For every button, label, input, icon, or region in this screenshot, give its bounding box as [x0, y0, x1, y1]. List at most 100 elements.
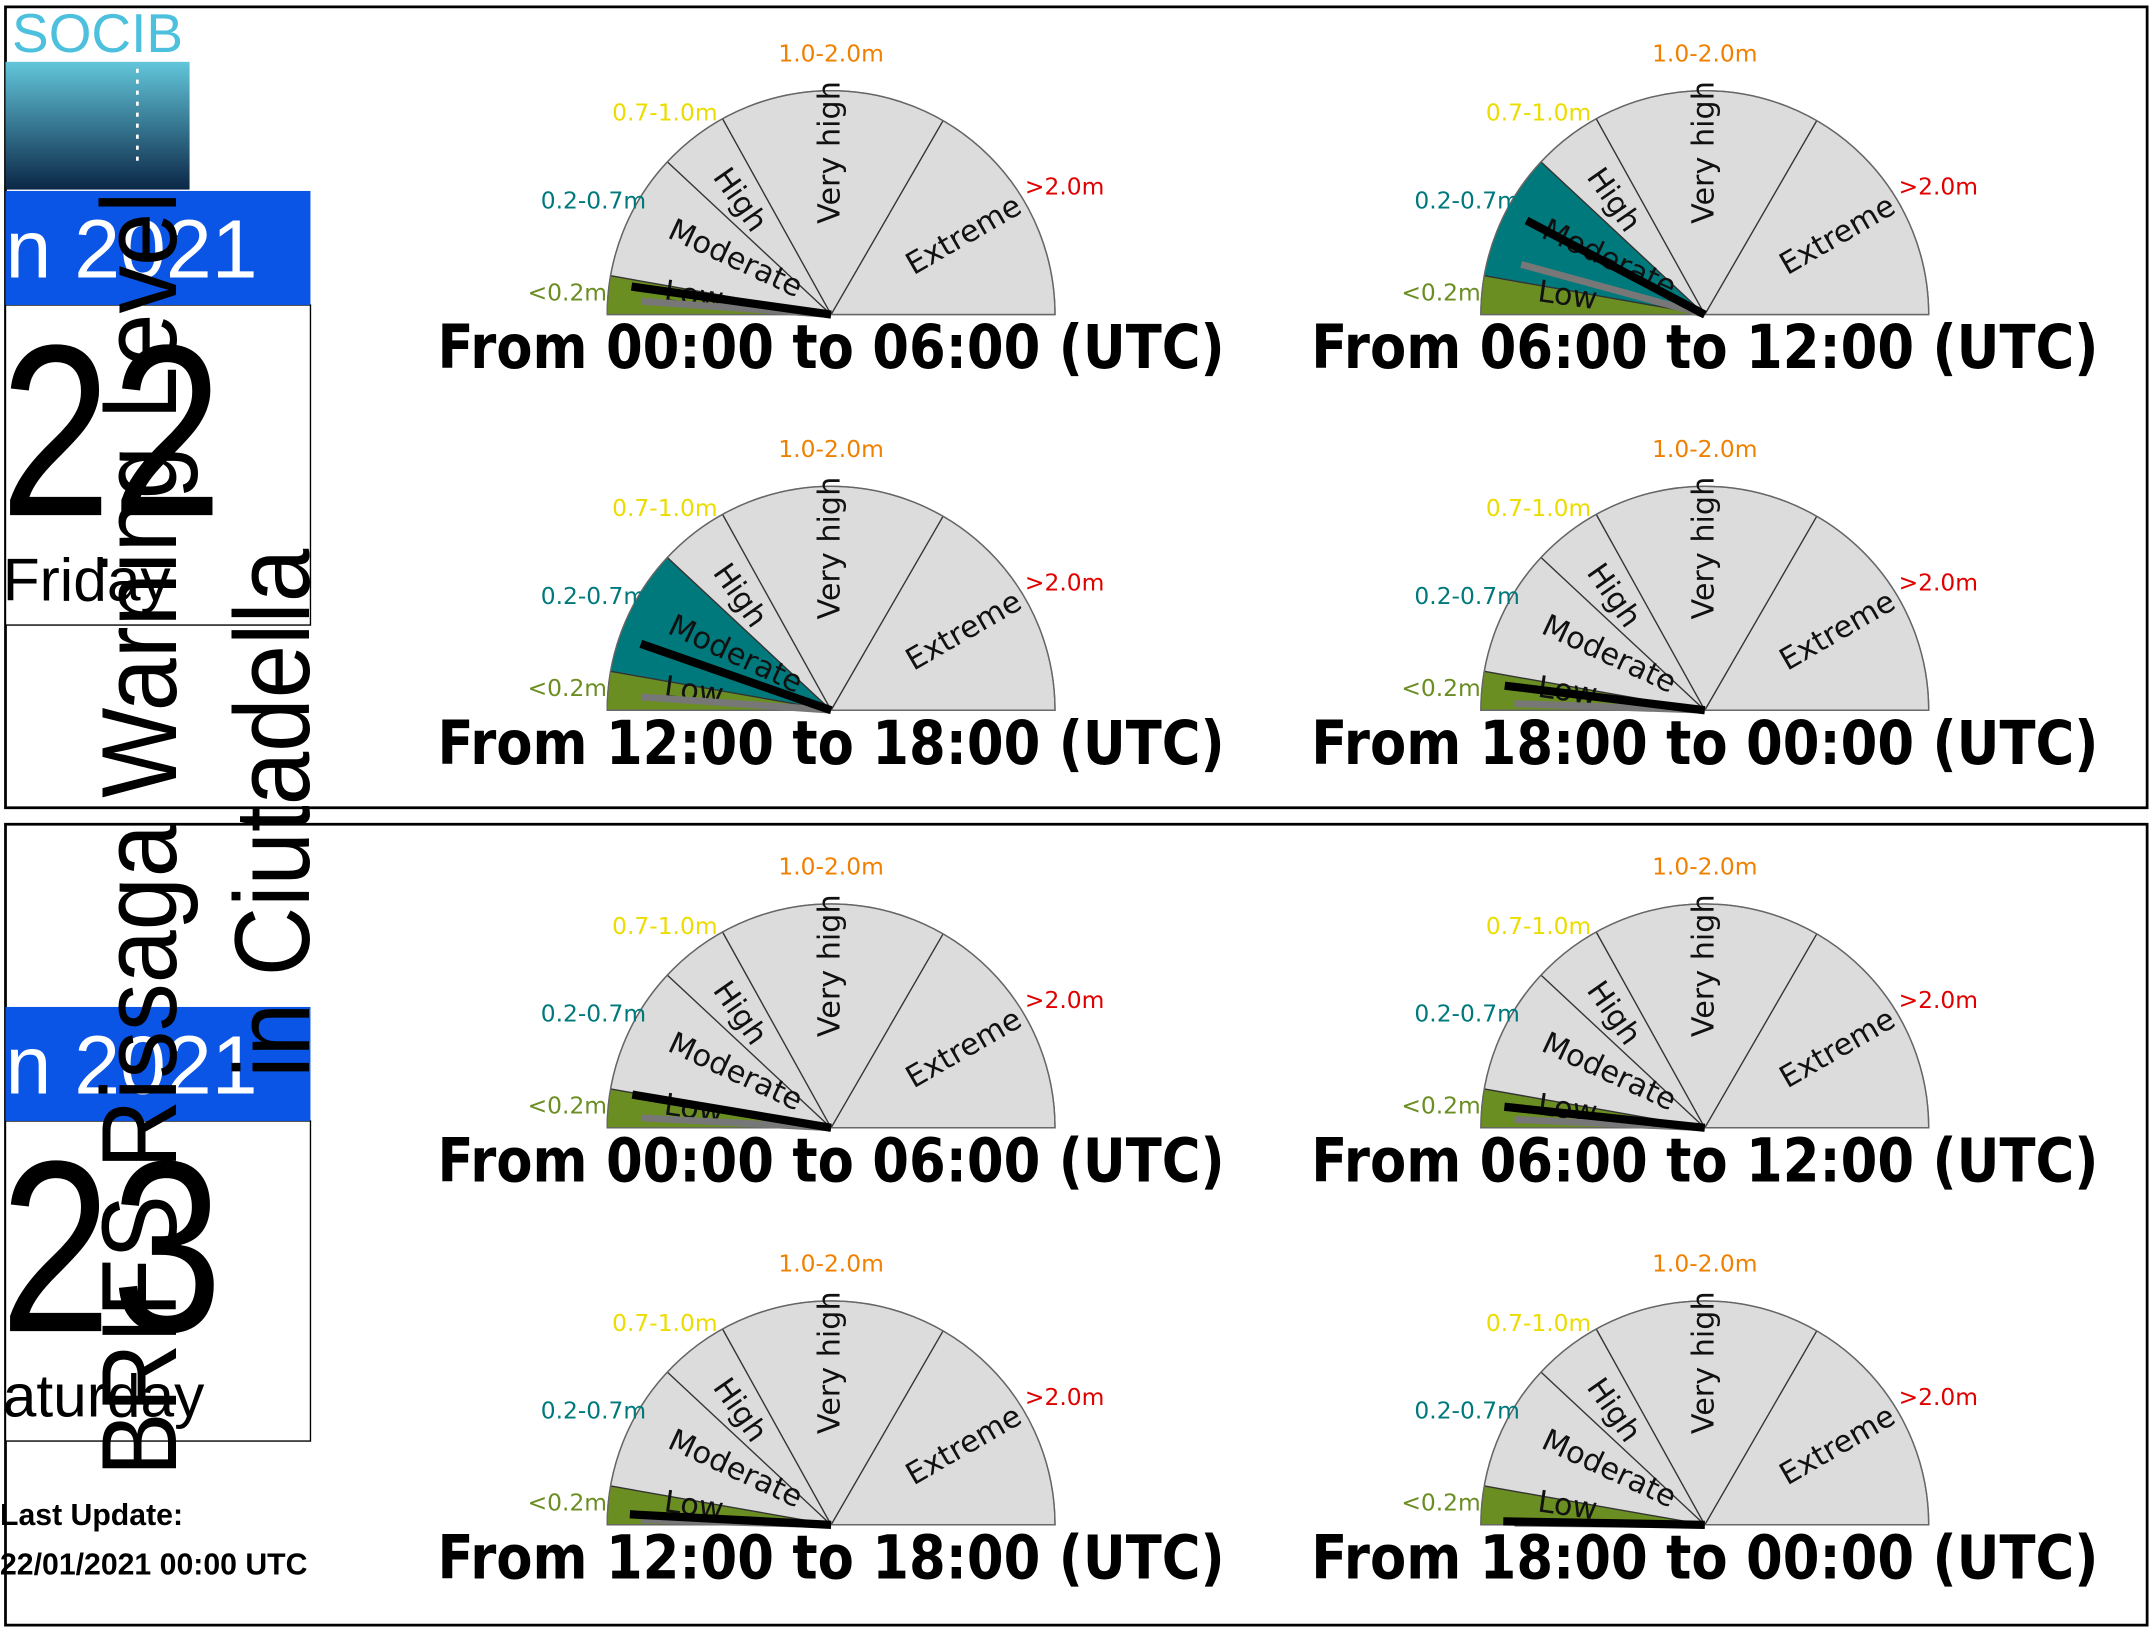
range-label: 0.2-0.7m [1414, 1000, 1519, 1028]
sector-line [1540, 1371, 1706, 1526]
sector-line [1484, 1485, 1705, 1526]
sector-line [1704, 120, 1818, 315]
range-label: 1.0-2.0m [778, 1250, 883, 1278]
sector-line [721, 1328, 832, 1526]
gauge-caption: From 18:00 to 00:00 (UTC) [1311, 709, 2098, 779]
needle [630, 282, 832, 319]
needle [1520, 261, 1706, 318]
gauge-caption: From 12:00 to 18:00 (UTC) [438, 1523, 1225, 1593]
gauge: <0.2mLow0.2-0.7mModerate0.7-1.0mHigh1.0-… [438, 853, 1225, 1197]
weekday: aturday [3, 1361, 205, 1429]
sector-line [666, 557, 832, 711]
range-label: 1.0-2.0m [1652, 853, 1757, 881]
range-label: 0.2-0.7m [1414, 582, 1519, 610]
logo-text: SOCIB [12, 2, 183, 64]
range-label: <0.2m [528, 1489, 607, 1517]
level-name: Very high [1686, 477, 1721, 620]
month-bar [5, 190, 311, 305]
month-bar [5, 1006, 311, 1121]
range-label: 0.2-0.7m [1414, 186, 1519, 214]
sector-line [830, 515, 944, 711]
day-number: 23 [0, 1110, 223, 1383]
sector-line [1540, 557, 1706, 711]
dial-outline [606, 485, 1056, 711]
range-label: 0.2-0.7m [541, 1397, 646, 1425]
level-fill [610, 557, 832, 711]
dial-outline [1480, 1300, 1930, 1526]
title-line: in Ciutadella [212, 548, 332, 1077]
range-label: 0.7-1.0m [612, 912, 717, 940]
range-label: <0.2m [1401, 1489, 1480, 1517]
range-label: <0.2m [1401, 674, 1480, 702]
needle [1504, 681, 1706, 715]
sector-line [1595, 931, 1706, 1129]
gauge-caption: From 00:00 to 06:00 (UTC) [438, 1126, 1225, 1196]
range-label: 1.0-2.0m [1652, 1250, 1757, 1278]
level-name: Very high [813, 81, 848, 224]
range-label: 1.0-2.0m [778, 39, 883, 67]
needle [629, 1510, 832, 1529]
dial-outline [1480, 90, 1930, 316]
range-label: 0.7-1.0m [612, 1309, 717, 1337]
level-name: Very high [1686, 1291, 1721, 1434]
sector-line [1595, 514, 1706, 711]
range-label: >2.0m [1025, 568, 1104, 596]
range-label: 0.7-1.0m [1486, 494, 1591, 522]
range-label: 0.2-0.7m [541, 186, 646, 214]
sector-line [1704, 1330, 1818, 1526]
title-line: BRIFS Rissaga Warning Level [79, 192, 199, 1476]
dial-outline [606, 90, 1056, 316]
needle [631, 1090, 832, 1132]
range-label: <0.2m [1401, 278, 1480, 306]
range-label: 0.7-1.0m [1486, 99, 1591, 127]
weekday: Friday [3, 545, 172, 613]
day-box [4, 304, 312, 626]
range-label: 0.2-0.7m [541, 582, 646, 610]
range-label: 0.7-1.0m [612, 494, 717, 522]
sector-line [610, 1485, 832, 1526]
sector-line [830, 120, 944, 315]
day-number: 22 [0, 294, 223, 567]
gauge: <0.2mLow0.2-0.7mModerate0.7-1.0mHigh1.0-… [438, 39, 1225, 383]
sector-line [610, 670, 832, 711]
gauge-caption: From 18:00 to 00:00 (UTC) [1311, 1523, 2098, 1593]
level-name: Very high [1686, 894, 1721, 1037]
dial-outline [606, 903, 1056, 1129]
level-name: Very high [813, 477, 848, 620]
level-fill [1484, 161, 1705, 315]
sector-line [1540, 974, 1706, 1129]
range-label: 0.2-0.7m [1414, 1397, 1519, 1425]
month: n 2021 [5, 1019, 257, 1111]
gauges: <0.2mLow0.2-0.7mModerate0.7-1.0mHigh1.0-… [438, 39, 2099, 1593]
range-label: 0.7-1.0m [1486, 912, 1591, 940]
range-label: >2.0m [1899, 1383, 1978, 1411]
sector-line [721, 118, 832, 315]
level-name: Very high [1686, 81, 1721, 224]
range-label: 1.0-2.0m [778, 853, 883, 881]
range-label: <0.2m [528, 1092, 607, 1120]
sector-line [721, 514, 832, 711]
needle [1503, 1517, 1705, 1529]
update-label: Last Update: [0, 1499, 183, 1532]
level-name: Very high [813, 1291, 848, 1434]
sector-line [1540, 161, 1706, 316]
month: n 2021 [5, 204, 257, 296]
dial-outline [1480, 903, 1930, 1129]
level-name: Very high [813, 894, 848, 1037]
sector-line [830, 933, 944, 1129]
range-label: <0.2m [1401, 1092, 1480, 1120]
range-label: <0.2m [528, 674, 607, 702]
range-label: >2.0m [1025, 173, 1104, 201]
range-label: <0.2m [528, 278, 607, 306]
sector-line [1704, 933, 1818, 1129]
range-label: 1.0-2.0m [778, 435, 883, 463]
sector-line [1595, 118, 1706, 315]
level-name: Low [662, 670, 726, 713]
range-label: 0.2-0.7m [541, 1000, 646, 1028]
